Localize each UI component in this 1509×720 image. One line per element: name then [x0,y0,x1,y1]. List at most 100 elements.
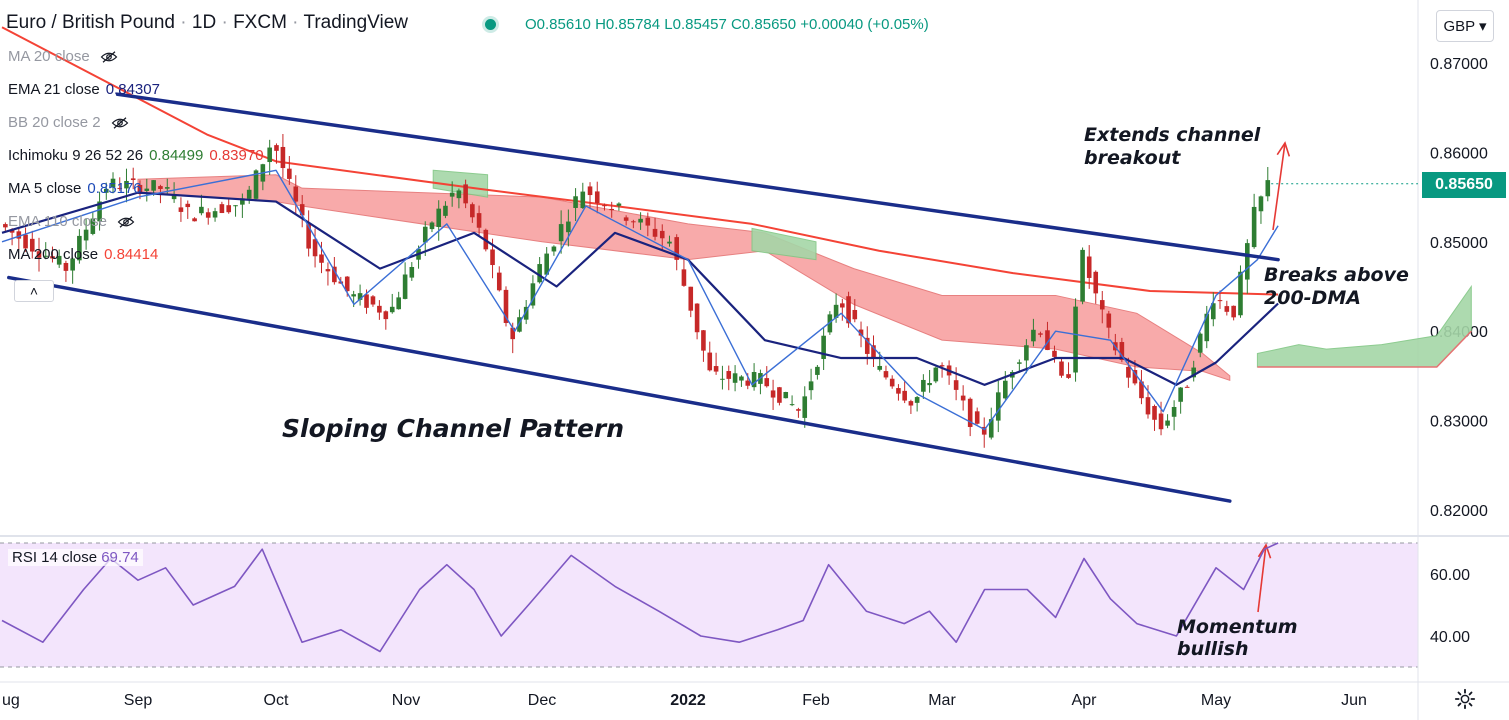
candle-body [456,190,462,199]
candle-body [770,390,776,398]
indicator-row[interactable]: MA 5 close 0.85176 [8,180,148,197]
candle-body [185,203,191,208]
candle-body [1245,243,1250,280]
candle-body [293,186,299,202]
symbol-header[interactable]: Euro / British Pound · 1D · FXCM · Tradi… [6,12,408,33]
candle-body [523,306,529,320]
candle-body [914,397,920,403]
candle-body [939,365,945,367]
candle-body [616,203,622,206]
candle-body [1139,381,1144,399]
candle-body [117,187,123,189]
candle-body [1066,374,1071,378]
candle-body [1024,345,1029,361]
candle-body [713,366,719,372]
settings-gear-icon[interactable] [1454,688,1476,710]
candle-body [3,224,8,228]
candle-body [1145,397,1151,415]
candle-body [732,373,738,383]
candle-body [56,255,62,265]
indicator-label: MA 200 close [8,246,99,263]
candle-body [707,352,713,371]
candle-body [1126,366,1131,378]
candle-body [90,218,96,234]
candle-body [77,235,82,261]
candle-body [1073,306,1078,373]
candle-body [36,251,42,258]
annotation-momentum-line2: bullish [1177,638,1249,660]
candle-body [1217,300,1223,302]
x-tick-label: May [1201,692,1231,709]
candle-body [889,378,895,387]
candle-body [745,380,751,386]
indicator-label: Ichimoku 9 26 52 26 [8,147,144,164]
candle-body [960,395,966,401]
candle-body [802,396,808,418]
candle-body [594,191,600,204]
candle-body [409,267,415,278]
indicator-row[interactable]: MA 200 close 0.84414 [8,246,164,263]
last-price-tag: 0.85650 [1422,172,1506,198]
interval-label: 1D [191,12,217,33]
indicator-value: 0.84307 [105,81,160,98]
candle-body [815,366,820,375]
candle-body [908,401,914,406]
annotation-breakout-line2: breakout [1084,147,1181,169]
rsi-legend: RSI 14 close 69.74 [8,549,143,566]
candle-body [199,206,204,214]
currency-button[interactable]: GBP ▾ [1436,10,1494,42]
indicator-row[interactable]: EMA 110 close [8,213,135,230]
candle-body [580,191,586,209]
x-tick-label: Feb [802,692,830,709]
candle-body [1171,406,1177,417]
candle-body [103,188,109,193]
candle-body [490,249,495,266]
candle-body [902,390,907,401]
channel-upper-line [115,92,1280,262]
indicator-label: MA 5 close [8,180,82,197]
candle-body [645,217,651,226]
indicator-row[interactable]: BB 20 close 2 [8,114,129,131]
hidden-eye-icon[interactable] [100,51,118,63]
hidden-eye-icon[interactable] [111,117,129,129]
x-tick-label: Nov [392,692,420,709]
candle-body [332,266,337,283]
candle-body [383,311,389,320]
close-value: C0.85650 [731,16,797,33]
candle-body [871,345,876,359]
collapse-legend-button[interactable]: ˄ [14,280,54,302]
candle-body [1158,413,1164,430]
candle-body [1265,180,1271,197]
candle-body [1251,206,1257,248]
indicator-row[interactable]: EMA 21 close 0.84307 [8,81,166,98]
indicator-value-2: 0.83970 [209,147,264,164]
candle-body [97,201,102,222]
candle-body [325,269,331,272]
open-value: O0.85610 [525,16,591,33]
candle-body [389,306,395,313]
annotation-channel: Sloping Channel Pattern [282,414,625,443]
indicator-row[interactable]: MA 20 close [8,48,118,65]
candle-body [667,241,672,244]
hidden-eye-icon[interactable] [117,216,135,228]
candle-body [927,383,932,386]
candle-body [144,188,150,191]
candle-body [319,254,324,263]
candle-body [246,189,252,199]
candle-body [50,256,55,259]
candle-body [609,208,614,211]
candle-body [171,195,177,200]
candle-body [995,392,1001,421]
candle-body [1132,370,1138,384]
candle-body [981,426,987,435]
candle-body [988,419,994,438]
candle-body [726,371,732,379]
y-tick-label: 0.85000 [1430,235,1488,252]
candle-body [1080,249,1085,302]
rsi-band-fill [0,543,1418,667]
indicator-row[interactable]: Ichimoku 9 26 52 26 0.84499 0.83970 [8,147,270,164]
candle-body [789,404,795,406]
candle-body [1204,313,1210,342]
candle-body [205,212,211,218]
